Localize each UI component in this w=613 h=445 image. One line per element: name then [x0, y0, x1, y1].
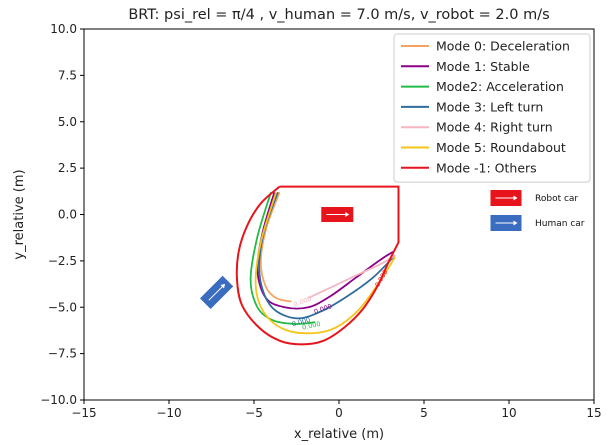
human-car-label: Human car [535, 219, 585, 229]
legend-box [393, 33, 591, 183]
legend-entry: Mode 3: Left turn [436, 99, 543, 114]
series-line-mode-5-roundabout [254, 191, 396, 335]
contour-level-label: 0.000 [373, 268, 389, 288]
x-tick-label: 15 [586, 406, 601, 420]
y-tick-label: −10.0 [40, 393, 77, 407]
robot-car-marker [321, 207, 354, 222]
y-tick-label: 7.5 [58, 68, 77, 82]
y-tick-label: −2.5 [48, 254, 77, 268]
x-tick-label: −10 [156, 406, 181, 420]
series-line-mode-1-others [235, 185, 400, 346]
y-tick-label: −5.0 [48, 300, 77, 314]
legend-entry: Mode -1: Others [436, 160, 537, 175]
robot-car-label: Robot car [535, 194, 578, 204]
series-line-mode-3-left-turn [258, 191, 396, 320]
robot-car-key-icon [490, 190, 522, 206]
x-axis-label: x_relative (m) [294, 427, 384, 442]
series-line-mode-0-deceleration [259, 191, 292, 303]
y-tick-label: 10.0 [50, 22, 77, 36]
legend-entry: Mode 1: Stable [436, 59, 530, 74]
legend-entry: Mode2: Acceleration [436, 79, 564, 94]
series-line-mode2-acceleration [249, 191, 316, 325]
legend-entry: Mode 5: Roundabout [436, 140, 566, 155]
y-tick-label: −7.5 [48, 347, 77, 361]
human-car-key-icon [490, 215, 522, 231]
y-tick-label: 0.0 [58, 208, 77, 222]
human-car-marker [199, 275, 234, 310]
x-tick-label: −15 [71, 406, 96, 420]
contour-level-label: 0.000 [301, 320, 321, 332]
x-tick-label: 10 [501, 406, 516, 420]
y-tick-label: 5.0 [58, 115, 77, 129]
chart-title: BRT: psi_rel = π/4 , v_human = 7.0 m/s, … [128, 7, 549, 23]
series-line-mode-4-right-turn [308, 254, 396, 299]
legend-entry: Mode 0: Deceleration [436, 39, 570, 54]
x-tick-label: 5 [420, 406, 428, 420]
x-tick-label: −5 [245, 406, 263, 420]
legend-entry: Mode 4: Right turn [436, 120, 553, 135]
y-tick-label: 2.5 [58, 161, 77, 175]
x-tick-label: 0 [335, 406, 343, 420]
y-axis-label: y_relative (m) [12, 169, 27, 259]
